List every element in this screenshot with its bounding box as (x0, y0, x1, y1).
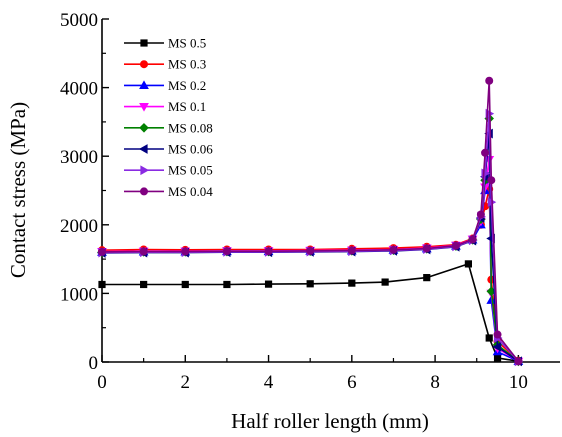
legend-marker (139, 123, 149, 133)
legend-entry: MS 0.1 (124, 99, 206, 114)
series-ms-0-04 (98, 76, 523, 366)
legend-marker (139, 187, 148, 196)
data-point (264, 247, 273, 256)
data-point (139, 247, 148, 256)
data-point (464, 260, 473, 268)
x-tick-label: 10 (509, 372, 528, 393)
legend-entry: MS 0.06 (124, 142, 213, 157)
legend: MS 0.5 MS 0.3 MS 0.2 MS 0.1 MS 0.08 MS 0.06 MS… (124, 36, 213, 199)
data-point (485, 334, 493, 342)
data-point (493, 330, 502, 339)
legend-marker (140, 165, 150, 176)
x-axis-title: Half roller length (mm) (231, 409, 429, 433)
legend-label: MS 0.05 (168, 163, 213, 178)
y-tick-label: 4000 (60, 79, 98, 100)
y-tick-label: 3000 (60, 147, 98, 168)
x-tick-label: 6 (347, 372, 357, 393)
y-tick-label: 1000 (60, 284, 98, 305)
data-point (492, 342, 502, 352)
legend-label: MS 0.2 (168, 78, 206, 93)
legend-marker (140, 39, 148, 47)
legend-entry: MS 0.04 (124, 184, 213, 199)
y-tick-label: 2000 (60, 216, 98, 237)
data-point (493, 354, 502, 362)
data-point (487, 176, 496, 185)
data-point (389, 245, 398, 254)
legend-label: MS 0.1 (168, 99, 206, 114)
legend-entry: MS 0.05 (124, 163, 213, 178)
legend-marker (138, 144, 148, 154)
data-point (422, 244, 431, 253)
legend-entry: MS 0.3 (124, 57, 206, 72)
legend-entry: MS 0.5 (124, 36, 206, 51)
series-line (101, 158, 519, 362)
data-point (140, 280, 148, 289)
legend-label: MS 0.08 (168, 120, 213, 135)
data-point (222, 247, 231, 256)
data-point (181, 280, 189, 289)
series-line (101, 188, 519, 362)
data-point (423, 274, 431, 282)
legend-marker (139, 60, 148, 69)
series-line (101, 112, 519, 362)
data-point (223, 280, 231, 289)
legend-marker (139, 103, 149, 112)
data-point (481, 148, 490, 157)
legend-entry: MS 0.08 (124, 120, 213, 135)
data-point (476, 210, 485, 219)
data-point (451, 241, 460, 250)
data-point (347, 246, 356, 255)
data-point (264, 280, 273, 288)
data-point (181, 247, 190, 256)
series-ms-0-2 (97, 171, 524, 365)
data-point (306, 246, 315, 255)
axis-ticks (101, 18, 520, 363)
legend-marker (139, 80, 149, 89)
series-ms-0-5 (98, 260, 522, 365)
x-tick-label: 2 (181, 372, 191, 393)
legend-label: MS 0.5 (168, 36, 206, 51)
y-tick-label: 5000 (60, 10, 98, 31)
x-tick-label: 4 (264, 372, 274, 393)
data-point (306, 280, 314, 288)
data-point (348, 279, 356, 287)
series-layer (96, 76, 524, 367)
legend-label: MS 0.04 (168, 184, 213, 199)
legend-label: MS 0.3 (168, 57, 206, 72)
tick-labels: 0 2 4 6 8 10 0 1000 2000 3000 4000 5000 (60, 10, 528, 393)
series-line (101, 79, 520, 362)
data-point (468, 235, 477, 244)
series-ms-0-3 (98, 185, 523, 365)
series-line (101, 176, 519, 363)
legend-entry: MS 0.2 (124, 78, 206, 93)
y-axis-title: Contact stress (MPa) (6, 102, 30, 278)
series-line (101, 117, 519, 362)
x-tick-label: 0 (97, 372, 107, 393)
series-ms-0-08 (97, 113, 524, 367)
data-point (485, 76, 494, 85)
legend-label: MS 0.06 (168, 142, 213, 157)
y-tick-label: 0 (89, 353, 99, 374)
x-tick-label: 8 (430, 372, 440, 393)
series-ms-0-1 (97, 156, 524, 367)
data-point (381, 278, 389, 286)
series-ms-0-05 (98, 108, 524, 367)
data-point (98, 280, 106, 289)
data-point (514, 357, 523, 366)
series-line (102, 263, 519, 363)
data-point (98, 247, 107, 256)
